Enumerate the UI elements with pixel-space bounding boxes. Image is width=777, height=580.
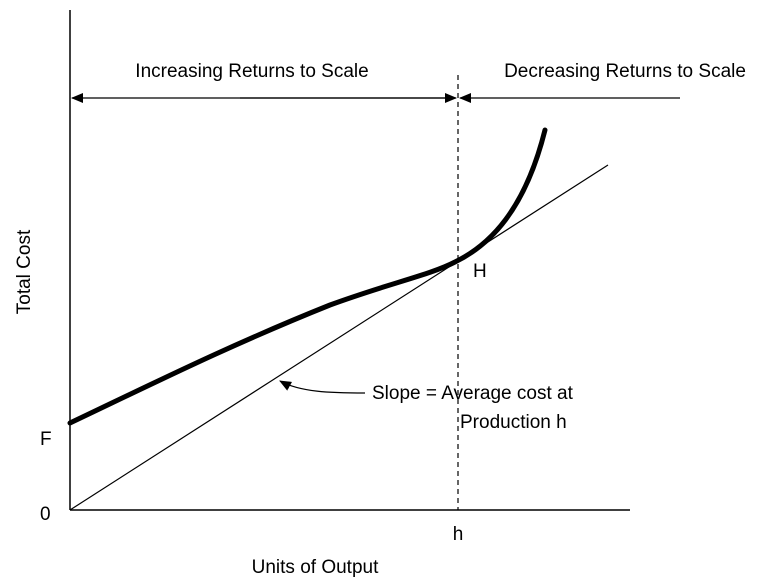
y-axis-label: Total Cost: [14, 229, 35, 314]
region-label: Increasing Returns to Scale: [135, 61, 368, 82]
fixed-cost-label: F: [40, 429, 52, 450]
region-label: Decreasing Returns to Scale: [504, 61, 746, 82]
annotation: Production h: [460, 412, 567, 433]
x-marker-label: h: [453, 524, 464, 545]
annotation: Slope = Average cost at: [372, 383, 574, 404]
x-axis-label: Units of Output: [252, 557, 379, 578]
origin-label: 0: [40, 504, 51, 525]
average-cost-line: [69, 164, 609, 511]
total-cost-curve: [67, 127, 548, 426]
point-label: H: [473, 261, 487, 282]
annotation-arrow: [279, 380, 366, 394]
